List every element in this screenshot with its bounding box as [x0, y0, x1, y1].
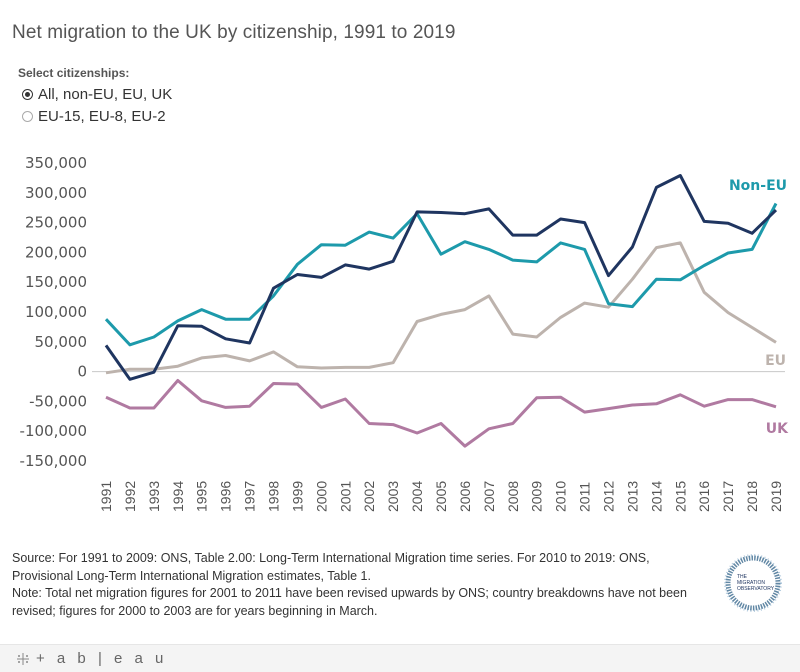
logo-text-line: THE: [737, 574, 748, 580]
x-tick-label: 1993: [146, 481, 162, 512]
x-tick-label: 2008: [505, 481, 521, 512]
x-tick-label: 1996: [218, 481, 234, 512]
x-tick-label: 2012: [601, 481, 617, 512]
radio-label: All, non-EU, EU, UK: [38, 85, 173, 103]
series-label-eu: EU: [765, 353, 786, 369]
x-tick-label: 1995: [194, 481, 210, 512]
series-line-all[interactable]: [104, 174, 778, 381]
citizenship-filter: Select citizenships: All, non-EU, EU, UK…: [18, 66, 172, 127]
series-line-uk[interactable]: [105, 379, 777, 448]
x-tick-label: 2004: [409, 481, 425, 512]
x-tick-label: 2011: [577, 482, 593, 512]
x-tick-label: 2014: [648, 481, 664, 512]
x-tick-label: 2019: [768, 481, 784, 512]
y-tick-label: -100,000: [20, 422, 87, 440]
y-tick-label: -50,000: [29, 392, 87, 410]
y-tick-label: 300,000: [25, 184, 87, 202]
y-tick-label: 150,000: [25, 273, 87, 291]
logo-text-line: OBSERVATORY: [737, 586, 775, 592]
series-label-non-eu: Non-EU: [729, 178, 787, 194]
tableau-wordmark: + a b | e a u: [36, 650, 168, 667]
x-tick-label: 2005: [433, 481, 449, 512]
y-tick-label: 350,000: [25, 154, 87, 172]
x-tick-label: 1997: [242, 481, 258, 512]
x-tick-label: 2013: [624, 481, 640, 512]
y-tick-label: 50,000: [35, 333, 88, 351]
radio-unchecked-icon[interactable]: [22, 110, 33, 122]
y-tick-label: 0: [77, 363, 87, 381]
x-tick-label: 2016: [696, 481, 712, 512]
x-tick-label: 1999: [289, 481, 305, 512]
x-tick-label: 2000: [313, 481, 329, 512]
x-tick-label: 1994: [170, 481, 186, 512]
x-tick-label: 2001: [337, 481, 353, 512]
x-tick-label: 2003: [385, 481, 401, 512]
y-tick-label: -150,000: [20, 452, 87, 470]
x-tick-label: 2002: [361, 481, 377, 512]
radio-label: EU-15, EU-8, EU-2: [38, 107, 166, 125]
x-tick-label: 2009: [529, 481, 545, 512]
x-tick-label: 1998: [266, 481, 282, 512]
y-tick-label: 200,000: [25, 243, 87, 261]
x-tick-label: 1992: [122, 481, 138, 512]
radio-checked-icon[interactable]: [22, 88, 33, 100]
x-tick-label: 2018: [744, 481, 760, 512]
migration-observatory-logo: THE MIGRATION OBSERVATORY: [724, 554, 782, 612]
note-text: Note: Total net migration figures for 20…: [12, 586, 687, 618]
tableau-cross-icon: [17, 652, 29, 665]
series-line-eu[interactable]: [105, 241, 777, 375]
x-tick-label: 1991: [98, 481, 114, 512]
source-note: Source: For 1991 to 2009: ONS, Table 2.0…: [12, 550, 712, 620]
y-tick-label: 250,000: [25, 214, 87, 232]
x-tick-label: 2017: [720, 481, 736, 512]
radio-option-all[interactable]: All, non-EU, EU, UK: [18, 83, 172, 105]
chart-title: Net migration to the UK by citizenship, …: [12, 22, 456, 43]
series-label-uk: UK: [766, 421, 789, 437]
source-text: Source: For 1991 to 2009: ONS, Table 2.0…: [12, 551, 650, 583]
x-tick-label: 2007: [481, 481, 497, 512]
logo-text-line: MIGRATION: [737, 580, 765, 586]
line-chart: 350,000 300,000 250,000 200,000 150,000 100,0…: [20, 154, 790, 512]
series-line-non-eu[interactable]: [104, 202, 778, 347]
tableau-toolbar: + a b | e a u: [0, 644, 800, 672]
x-tick-label: 2015: [672, 481, 688, 512]
filter-label: Select citizenships:: [18, 66, 130, 80]
x-tick-label: 2006: [457, 481, 473, 512]
y-tick-label: 100,000: [25, 303, 87, 321]
x-tick-label: 2010: [553, 481, 569, 512]
radio-option-eu-groups[interactable]: EU-15, EU-8, EU-2: [18, 105, 172, 127]
tableau-logo-link[interactable]: + a b | e a u: [16, 650, 167, 667]
